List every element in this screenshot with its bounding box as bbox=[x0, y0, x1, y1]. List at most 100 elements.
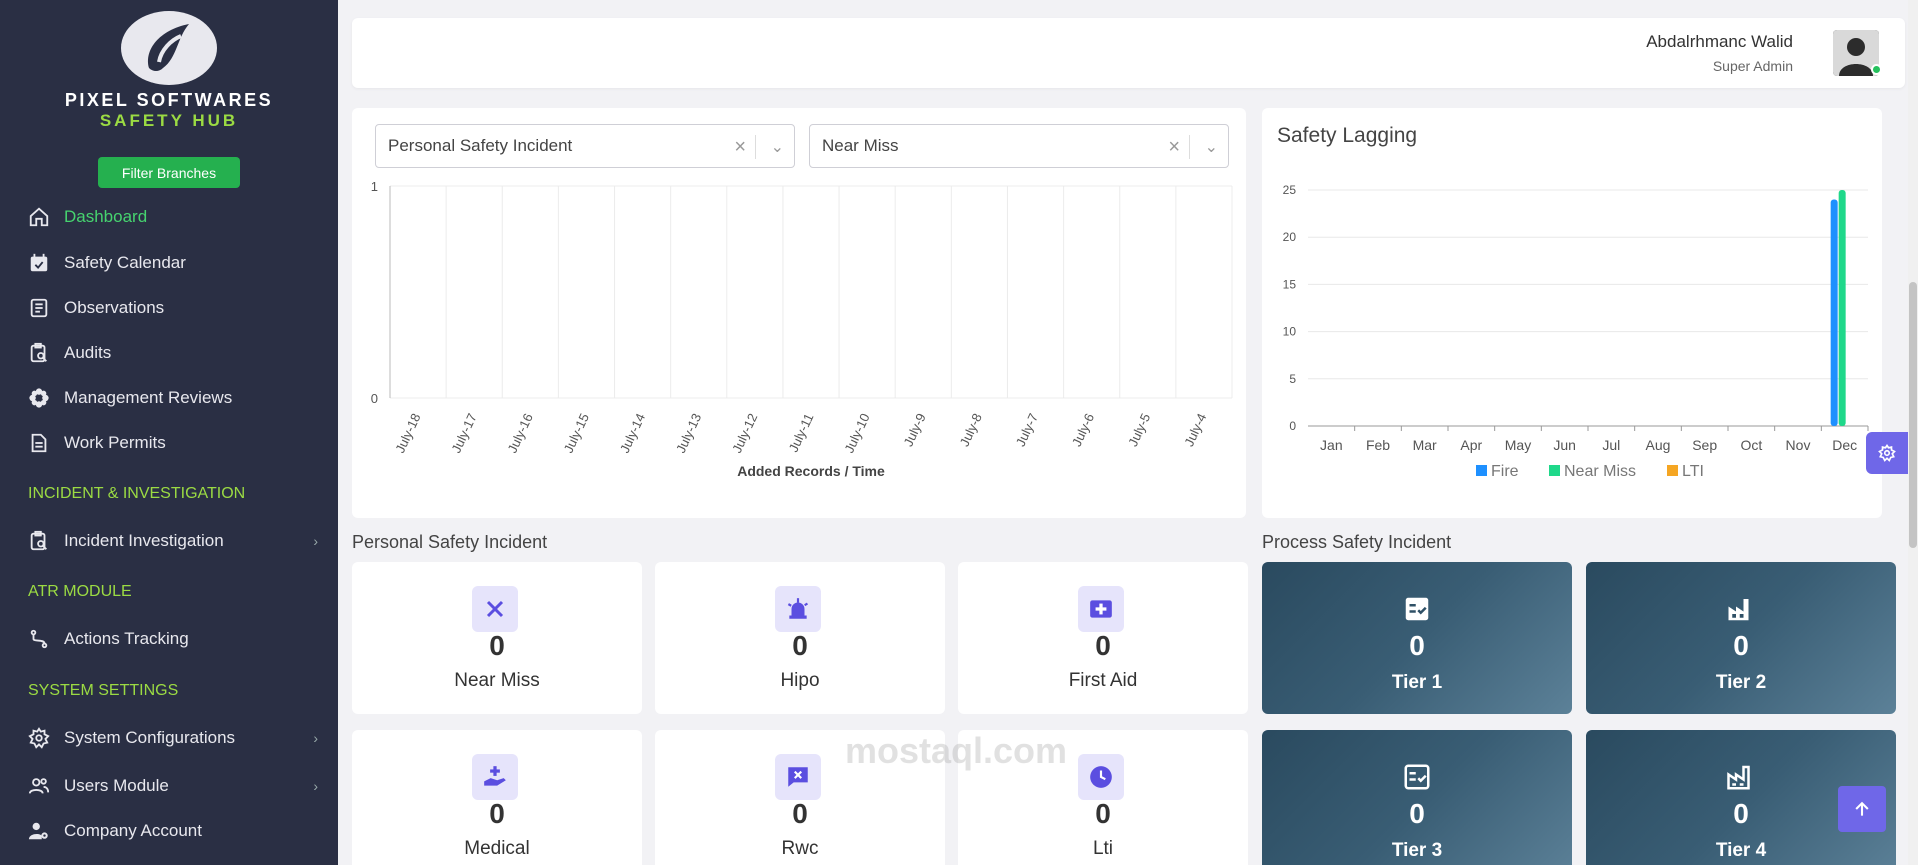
stat-label: Near Miss bbox=[454, 670, 540, 691]
medical-hand-icon bbox=[472, 754, 518, 800]
sidebar-item-label: Audits bbox=[64, 343, 112, 362]
category-select[interactable]: Personal Safety Incident × ⌄ bbox=[375, 124, 795, 168]
sidebar-item-work-permits[interactable]: Work Permits bbox=[28, 429, 318, 457]
tier-card-3[interactable]: 0 Tier 3 bbox=[1262, 730, 1572, 865]
stat-card-lti[interactable]: 0 Lti bbox=[958, 730, 1248, 865]
sidebar-item-safety-calendar[interactable]: Safety Calendar bbox=[28, 249, 318, 277]
x-tick-label: July-15 bbox=[561, 411, 592, 455]
user-name[interactable]: Abdalrhmanc Walid bbox=[1646, 32, 1793, 51]
stat-card-near-miss[interactable]: 0 Near Miss bbox=[352, 562, 642, 714]
legend-swatch bbox=[1549, 465, 1560, 476]
settings-gear-button[interactable] bbox=[1866, 432, 1908, 474]
arrow-up-icon bbox=[1855, 801, 1869, 816]
sidebar-item-observations[interactable]: Observations bbox=[28, 294, 318, 322]
stat-value: 0 bbox=[1095, 630, 1111, 661]
select-divider bbox=[1189, 135, 1190, 159]
stat-label: Hipo bbox=[780, 670, 820, 691]
brand-name: PIXEL SOFTWARES bbox=[64, 90, 274, 110]
clipboard-search-icon bbox=[30, 342, 47, 363]
sidebar-item-actions-tracking[interactable]: Actions Tracking bbox=[28, 625, 318, 653]
chevron-right-icon: › bbox=[313, 730, 318, 746]
file-icon bbox=[31, 433, 47, 453]
factory-icon bbox=[1727, 765, 1750, 790]
stat-card-medical[interactable]: 0 Medical bbox=[352, 730, 642, 865]
category-select-value: Personal Safety Incident bbox=[388, 136, 573, 155]
x-tick-label: July-7 bbox=[1013, 411, 1041, 449]
logo[interactable]: PIXEL SOFTWARES SAFETY HUB bbox=[0, 10, 338, 131]
stat-card-first-aid[interactable]: 0 First Aid bbox=[958, 562, 1248, 714]
tier-value: 0 bbox=[1733, 798, 1749, 829]
user-gear-icon bbox=[28, 822, 48, 840]
clear-icon[interactable]: × bbox=[734, 136, 746, 158]
scrollbar-thumb[interactable] bbox=[1909, 282, 1917, 548]
legend-label: Fire bbox=[1491, 463, 1519, 480]
x-tick-label: Dec bbox=[1832, 437, 1857, 453]
watermark: mostaql.com bbox=[845, 730, 1068, 771]
stat-value: 0 bbox=[489, 630, 505, 661]
sidebar-item-management-reviews[interactable]: Management Reviews bbox=[28, 384, 318, 412]
y-tick-label: 5 bbox=[1289, 372, 1296, 386]
sidebar: PIXEL SOFTWARES SAFETY HUB Filter Branch… bbox=[0, 0, 338, 865]
safety-lagging-panel: Safety Lagging 0 5 10 15 20 25 Jan Feb Mar Apr May… bbox=[1262, 108, 1882, 518]
sidebar-item-incident-investigation[interactable]: Incident Investigation › bbox=[28, 527, 318, 555]
x-tick-label: Apr bbox=[1460, 437, 1482, 453]
stat-label: Medical bbox=[464, 838, 530, 859]
brand-logo-icon bbox=[119, 10, 219, 88]
sidebar-item-label: Management Reviews bbox=[64, 388, 233, 407]
factory-icon bbox=[1728, 599, 1749, 621]
scroll-to-top-button[interactable] bbox=[1838, 786, 1886, 832]
sidebar-item-label: System Configurations bbox=[64, 728, 236, 747]
x-tick-label: July-13 bbox=[673, 411, 704, 455]
x-tick-label: July-11 bbox=[786, 411, 817, 454]
sidebar-item-label: Incident Investigation bbox=[64, 531, 224, 550]
clear-icon[interactable]: × bbox=[1168, 136, 1180, 158]
document-icon bbox=[30, 298, 48, 318]
sidebar-section-incident: INCIDENT & INVESTIGATION bbox=[28, 485, 246, 502]
chevron-right-icon: › bbox=[313, 533, 318, 549]
stat-value: 0 bbox=[489, 798, 505, 829]
x-tick-label: July-16 bbox=[505, 411, 536, 455]
x-tick-label: Jun bbox=[1553, 437, 1576, 453]
x-tick-label: Sep bbox=[1692, 437, 1717, 453]
stat-label: First Aid bbox=[1068, 670, 1138, 691]
sidebar-item-users-module[interactable]: Users Module › bbox=[28, 772, 318, 800]
sidebar-item-system-configurations[interactable]: System Configurations › bbox=[28, 724, 318, 752]
x-tick-label: July-5 bbox=[1125, 411, 1153, 449]
y-tick-label: 1 bbox=[371, 179, 378, 194]
tier-card-2[interactable]: 0 Tier 2 bbox=[1586, 562, 1896, 714]
filter-branches-button[interactable]: Filter Branches bbox=[98, 157, 240, 188]
chevron-down-icon[interactable]: ⌄ bbox=[770, 139, 784, 156]
x-tick-label: July-10 bbox=[841, 411, 872, 455]
home-icon bbox=[29, 207, 49, 227]
legend-label: Near Miss bbox=[1564, 463, 1636, 480]
chevron-down-icon[interactable]: ⌄ bbox=[1204, 139, 1218, 156]
process-section-title: Process Safety Incident bbox=[1262, 532, 1452, 552]
stat-value: 0 bbox=[792, 630, 808, 661]
clipboard-search-icon bbox=[30, 530, 47, 551]
scrollbar[interactable] bbox=[1908, 0, 1918, 865]
sidebar-item-label: Users Module bbox=[64, 776, 169, 795]
x-tick-label: July-4 bbox=[1181, 411, 1209, 449]
message-x-icon bbox=[775, 754, 821, 800]
tier-card-1[interactable]: 0 Tier 1 bbox=[1262, 562, 1572, 714]
stat-card-rwc[interactable]: 0 Rwc bbox=[655, 730, 945, 865]
x-tick-label: July-12 bbox=[729, 411, 760, 455]
x-tick-label: Oct bbox=[1740, 437, 1762, 453]
sidebar-item-dashboard[interactable]: Dashboard bbox=[28, 203, 318, 231]
x-tick-label: July-6 bbox=[1069, 411, 1097, 449]
stat-card-hipo[interactable]: 0 Hipo bbox=[655, 562, 945, 714]
first-aid-icon bbox=[1078, 586, 1124, 632]
clock-icon bbox=[1078, 754, 1124, 800]
checklist-icon bbox=[1405, 597, 1429, 621]
select-divider bbox=[755, 135, 756, 159]
sidebar-item-company-account[interactable]: Company Account bbox=[28, 817, 318, 845]
tier-label: Tier 1 bbox=[1391, 672, 1443, 693]
stat-value: 0 bbox=[1095, 798, 1111, 829]
sidebar-item-audits[interactable]: Audits bbox=[28, 339, 318, 367]
type-select[interactable]: Near Miss × ⌄ bbox=[809, 124, 1229, 168]
x-tick-label: Jan bbox=[1320, 437, 1343, 453]
x-tick-label: May bbox=[1505, 437, 1531, 453]
x-tick-label: Mar bbox=[1413, 437, 1437, 453]
bar bbox=[1830, 199, 1838, 426]
y-tick-label: 0 bbox=[371, 391, 378, 406]
